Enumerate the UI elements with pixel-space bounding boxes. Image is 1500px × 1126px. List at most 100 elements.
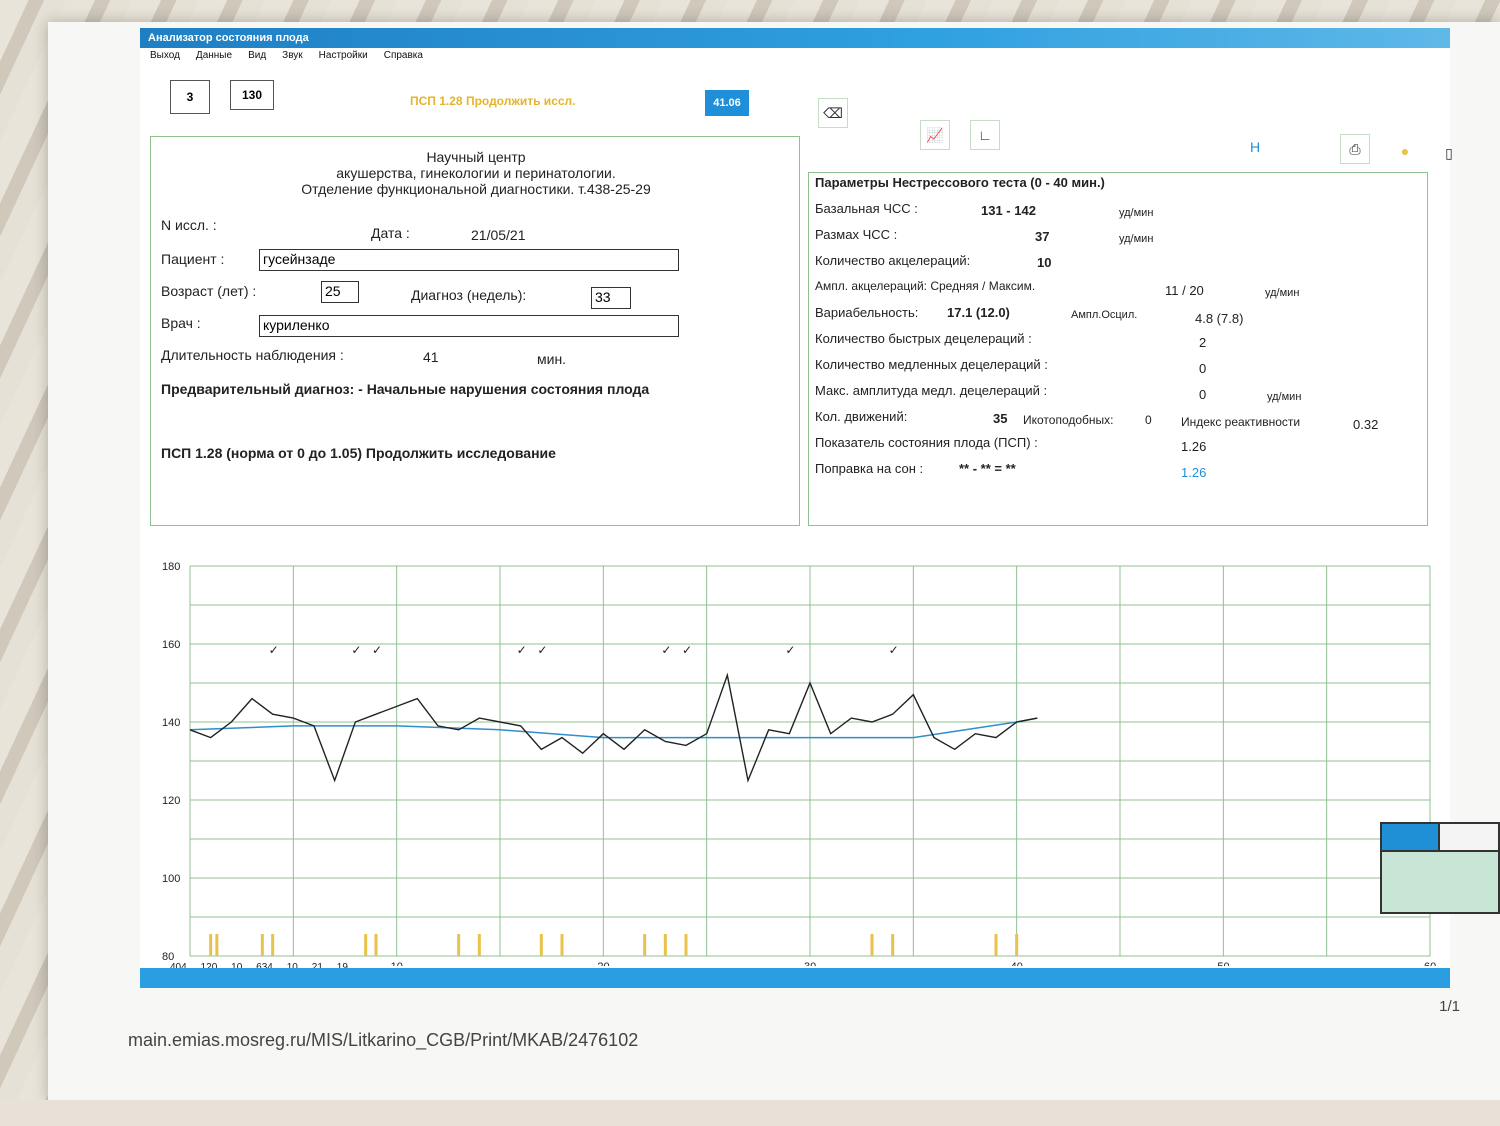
institution-line3: Отделение функциональной диагностики. т.…	[301, 181, 651, 197]
mini-map[interactable]	[1380, 822, 1500, 914]
x-tick-label: 50	[1217, 961, 1229, 966]
age-label: Возраст (лет) :	[161, 283, 257, 299]
taskbar	[140, 968, 1450, 988]
bulb-icon[interactable]: ●	[1400, 143, 1410, 159]
age-field[interactable]: 25	[321, 281, 359, 303]
max-decel-unit: уд/мин	[1267, 391, 1302, 403]
patient-label: Пациент :	[161, 251, 225, 267]
variability-value: 17.1 (12.0)	[947, 305, 1010, 320]
range-unit: уд/мин	[1119, 233, 1154, 245]
window-title: Анализатор состояния плода	[140, 28, 1450, 48]
weeks-field[interactable]: 33	[591, 287, 631, 309]
y-tick-label: 180	[162, 561, 180, 573]
accel-amp-value: 11 / 20	[1165, 283, 1204, 298]
axis-icon[interactable]: ∟	[970, 120, 1000, 150]
accel-count-label: Количество акцелераций:	[815, 253, 971, 268]
accel-marker: ✓	[889, 643, 899, 657]
accel-amp-label: Ампл. акцелераций: Средняя / Максим.	[815, 279, 1036, 293]
timer-display: 41.06	[705, 90, 749, 116]
printer-icon[interactable]: ⎙	[1340, 134, 1370, 164]
accel-amp-unit: уд/мин	[1265, 287, 1300, 299]
max-decel-value: 0	[1199, 387, 1207, 402]
x-tick-label: 60	[1424, 961, 1436, 966]
menu-view[interactable]: Вид	[248, 50, 267, 61]
date-value: 21/05/21	[471, 227, 526, 243]
accel-marker: ✓	[372, 643, 382, 657]
accel-marker: ✓	[517, 643, 527, 657]
oscillation-label: Ампл.Осцил.	[1071, 309, 1138, 321]
fast-decel-label: Количество быстрых децелераций :	[815, 331, 1032, 346]
duration-value: 41	[423, 349, 439, 365]
reactivity-value: 0.32	[1353, 417, 1379, 432]
exam-number-label: N иссл. :	[161, 217, 217, 233]
hiccup-label: Икотоподобных:	[1023, 413, 1114, 427]
app-window: Анализатор состояния плода Выход Данные …	[140, 28, 1500, 988]
movements-value: 35	[993, 411, 1008, 426]
print-url: main.emias.mosreg.ru/MIS/Litkarino_CGB/P…	[128, 1030, 639, 1050]
patient-panel: Научный центр акушерства, гинекологии и …	[150, 136, 800, 526]
y-tick-label: 100	[162, 873, 180, 885]
y-tick-label: 140	[162, 717, 180, 729]
oscillation-value: 4.8 (7.8)	[1195, 311, 1244, 326]
doctor-field[interactable]: куриленко	[259, 315, 679, 337]
params-title: Параметры Нестрессового теста (0 - 40 ми…	[815, 175, 1105, 190]
patient-field[interactable]: гусейнзаде	[259, 249, 679, 271]
accel-marker: ✓	[661, 643, 671, 657]
x-tick-label: 30	[804, 961, 816, 966]
fast-decel-value: 2	[1199, 335, 1207, 350]
y-tick-label: 80	[162, 951, 174, 963]
accel-marker: ✓	[785, 643, 795, 657]
slow-decel-label: Количество медленных децелераций :	[815, 357, 1048, 372]
accel-count-value: 10	[1037, 255, 1052, 270]
x-tick-label: 40	[1011, 961, 1023, 966]
range-value: 37	[1035, 229, 1050, 244]
date-label: Дата :	[371, 225, 410, 241]
movements-label: Кол. движений:	[815, 409, 908, 424]
bottom-status: 404 ... 120 ... 10 ... 634 ... 10 ... 21…	[170, 962, 348, 973]
reactivity-label: Индекс реактивности	[1181, 415, 1301, 429]
variability-label: Вариабельность:	[815, 305, 919, 320]
accel-marker: ✓	[351, 643, 361, 657]
toolbar: 3 130 ПСП 1.28 Продолжить иссл. 41.06 ⌫ …	[140, 72, 1453, 164]
fhr-series-line	[189, 672, 1038, 783]
menu-data[interactable]: Данные	[195, 50, 233, 61]
menu-bar: Выход Данные Вид Звук Настройки Справка	[140, 50, 423, 68]
duration-unit: мин.	[537, 351, 567, 367]
psp-value: 1.26	[1181, 439, 1207, 454]
door-icon[interactable]: ▯	[1445, 144, 1453, 161]
y-tick-label: 160	[162, 639, 180, 651]
underlying-document	[0, 1100, 1500, 1126]
x-tick-label: 20	[597, 961, 609, 966]
printed-page: Анализатор состояния плода Выход Данные …	[48, 22, 1500, 1100]
chart-icon[interactable]: 📈	[920, 120, 950, 150]
menu-sound[interactable]: Звук	[282, 50, 303, 61]
accel-marker: ✓	[682, 643, 692, 657]
menu-settings[interactable]: Настройки	[318, 50, 368, 61]
eraser-icon[interactable]: ⌫	[818, 98, 848, 128]
y-tick-label: 120	[162, 795, 180, 807]
nst-parameters-panel: Параметры Нестрессового теста (0 - 40 ми…	[808, 172, 1428, 526]
sleep-label: Поправка на сон :	[815, 461, 924, 476]
basal-label: Базальная ЧСС :	[815, 201, 918, 216]
accel-marker: ✓	[269, 643, 279, 657]
sleep-formula: ** - ** = **	[959, 461, 1016, 476]
accel-marker: ✓	[537, 643, 547, 657]
x-tick-label: 10	[391, 961, 403, 966]
ctg-chart: 8010012014016018010203040506011:08:04✓✓✓…	[140, 536, 1500, 986]
psp-conclusion: ПСП 1.28 (норма от 0 до 1.05) Продолжить…	[161, 445, 556, 461]
slow-decel-value: 0	[1199, 361, 1207, 376]
status-text: ПСП 1.28 Продолжить иссл.	[410, 94, 576, 108]
mini-map-viewport[interactable]	[1382, 824, 1440, 852]
hr-box: 130	[230, 80, 274, 110]
max-decel-label: Макс. амплитуда медл. децелераций :	[815, 383, 1048, 398]
weeks-label: Диагноз (недель):	[411, 287, 527, 303]
h-icon[interactable]: H	[1249, 139, 1261, 155]
menu-exit[interactable]: Выход	[150, 50, 180, 61]
sleep-value: 1.26	[1181, 465, 1207, 480]
duration-label: Длительность наблюдения :	[161, 347, 344, 363]
ctg-svg: 8010012014016018010203040506011:08:04✓✓✓…	[150, 561, 1436, 985]
hiccup-value: 0	[1145, 413, 1152, 427]
baseline-series-line	[189, 717, 1038, 739]
mini-map-header	[1440, 824, 1498, 852]
menu-help[interactable]: Справка	[383, 50, 423, 61]
